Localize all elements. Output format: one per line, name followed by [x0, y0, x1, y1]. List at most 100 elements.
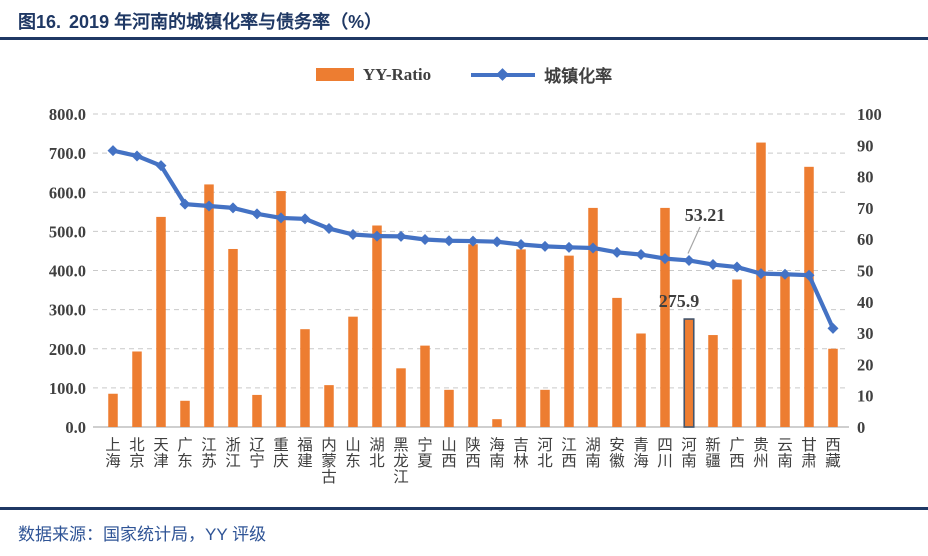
- right-axis-tick: 70: [857, 199, 874, 218]
- urbanization-diamond-marker: [779, 268, 791, 280]
- x-axis-label: 山西: [441, 436, 457, 470]
- x-axis-label: 海南: [489, 436, 505, 470]
- legend-label-yy-ratio: YY-Ratio: [362, 64, 432, 84]
- right-axis-tick: 80: [857, 168, 874, 187]
- line-value-annotation: 53.21: [685, 205, 726, 225]
- yy-ratio-bar: [108, 393, 118, 427]
- urbanization-diamond-marker: [491, 236, 503, 248]
- left-axis-tick: 700.0: [49, 144, 86, 163]
- yy-ratio-bar: [588, 207, 598, 427]
- x-axis-label: 内蒙古: [321, 436, 337, 486]
- bar-swatch-icon: [315, 68, 354, 81]
- x-axis-label: 江西: [561, 436, 577, 470]
- left-axis-tick: 0.0: [65, 418, 86, 437]
- right-axis-tick: 0: [857, 418, 865, 437]
- yy-ratio-bar: [780, 275, 790, 427]
- annotation-leader-line: [687, 226, 701, 254]
- urbanization-diamond-marker: [659, 253, 671, 265]
- right-axis-tick: 90: [857, 136, 874, 155]
- x-axis-label: 四川: [657, 436, 673, 470]
- right-axis-tick: 100: [857, 105, 882, 124]
- legend-item-yy-ratio: YY-Ratio: [315, 64, 432, 85]
- urbanization-diamond-marker: [179, 198, 191, 210]
- left-axis-tick: 500.0: [49, 222, 86, 241]
- urbanization-diamond-marker: [467, 235, 479, 247]
- x-axis-label: 黑龙江: [393, 436, 409, 486]
- yy-ratio-bar-henan-highlighted: [683, 318, 695, 428]
- urbanization-diamond-marker: [587, 242, 599, 254]
- right-axis-tick: 30: [857, 324, 874, 343]
- urbanization-diamond-marker: [683, 254, 695, 266]
- urbanization-diamond-marker: [803, 269, 815, 281]
- urbanization-diamond-marker: [155, 160, 167, 172]
- urbanization-diamond-marker: [107, 145, 119, 157]
- x-axis-label: 重庆: [273, 436, 289, 470]
- footer: 数据来源：国家统计局，YY 评级: [0, 507, 928, 556]
- figure-number: 图16.: [18, 12, 62, 32]
- urbanization-diamond-marker: [275, 212, 287, 224]
- chart-legend: YY-Ratio 城镇化率: [0, 62, 928, 87]
- x-axis-label: 广西: [729, 436, 745, 470]
- x-axis-label: 西藏: [825, 436, 841, 470]
- urbanization-diamond-marker: [731, 261, 743, 273]
- urbanization-diamond-marker: [515, 239, 527, 251]
- yy-ratio-bar: [564, 255, 574, 427]
- yy-ratio-bar: [396, 368, 406, 427]
- x-axis-label: 辽宁: [249, 436, 265, 470]
- x-axis-label: 安徽: [609, 436, 625, 470]
- x-axis-label: 湖北: [369, 436, 385, 470]
- x-axis-label: 上海: [105, 436, 121, 470]
- urbanization-diamond-marker: [131, 150, 143, 162]
- x-axis-label: 云南: [777, 436, 793, 470]
- x-axis-label: 山东: [345, 436, 361, 470]
- urbanization-diamond-marker: [395, 230, 407, 242]
- yy-ratio-bar: [324, 385, 334, 427]
- urbanization-diamond-marker: [419, 234, 431, 246]
- x-axis-label: 甘肃: [801, 436, 817, 470]
- yy-ratio-bar: [636, 333, 646, 427]
- urbanization-diamond-marker: [203, 200, 215, 212]
- urbanization-diamond-marker: [539, 240, 551, 252]
- urbanization-diamond-marker: [299, 213, 311, 225]
- yy-ratio-bar: [708, 335, 718, 427]
- urbanization-diamond-marker: [827, 322, 839, 334]
- x-axis-label: 浙江: [225, 436, 241, 470]
- left-axis-tick: 300.0: [49, 301, 86, 320]
- x-axis-label: 天津: [153, 436, 169, 470]
- yy-ratio-bar: [444, 389, 454, 427]
- x-axis-label: 湖南: [585, 436, 601, 470]
- x-axis-label: 青海: [633, 436, 649, 470]
- x-axis-label: 福建: [297, 436, 313, 470]
- x-axis-label: 广东: [177, 436, 193, 470]
- yy-ratio-bar: [252, 394, 262, 427]
- urbanization-diamond-marker: [347, 229, 359, 241]
- legend-label-urbanization: 城镇化率: [544, 67, 613, 86]
- data-source: 数据来源：国家统计局，YY 评级: [18, 525, 267, 544]
- yy-ratio-bar: [540, 389, 550, 427]
- urbanization-diamond-marker: [611, 246, 623, 258]
- legend-item-urbanization: 城镇化率: [471, 62, 612, 87]
- yy-ratio-bar: [204, 184, 214, 427]
- x-axis-label: 吉林: [513, 436, 529, 470]
- right-axis-tick: 50: [857, 262, 874, 281]
- yy-ratio-bar: [468, 244, 478, 427]
- x-axis-label: 北京: [129, 436, 145, 470]
- x-axis-label: 陕西: [465, 436, 481, 470]
- urbanization-diamond-marker: [227, 202, 239, 214]
- left-axis-tick: 800.0: [49, 105, 86, 124]
- x-axis-label: 河南: [681, 436, 697, 470]
- yy-ratio-bar: [300, 329, 310, 427]
- urbanization-diamond-marker: [707, 259, 719, 271]
- urbanization-diamond-marker: [323, 223, 335, 235]
- left-axis-tick: 400.0: [49, 262, 86, 281]
- yy-ratio-bar: [492, 419, 502, 427]
- x-axis-label: 河北: [537, 436, 553, 470]
- line-diamond-swatch-icon: [471, 68, 536, 81]
- left-axis-tick: 600.0: [49, 183, 86, 202]
- left-axis-tick: 200.0: [49, 340, 86, 359]
- right-axis-tick: 60: [857, 230, 874, 249]
- x-axis-label: 江苏: [201, 436, 217, 470]
- yy-ratio-bar: [612, 297, 622, 427]
- urbanization-diamond-marker: [755, 268, 767, 280]
